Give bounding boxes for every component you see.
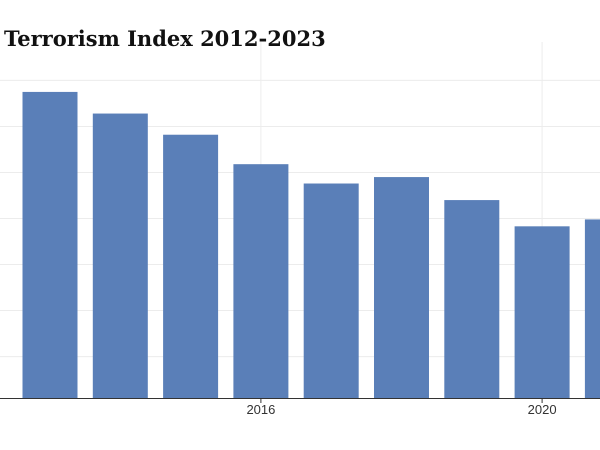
x-tick-label-2020: 2020 bbox=[528, 402, 557, 417]
bar-2017 bbox=[303, 183, 359, 398]
bar-2015 bbox=[163, 134, 219, 399]
gridlines bbox=[0, 42, 600, 398]
x-axis-ticks: 2016 2020 bbox=[246, 398, 557, 417]
bar-2020 bbox=[514, 226, 570, 398]
x-tick-label-2016: 2016 bbox=[246, 402, 275, 417]
bars bbox=[22, 91, 600, 399]
bar-2019 bbox=[444, 200, 500, 398]
bar-2014 bbox=[92, 113, 148, 398]
bar-2013 bbox=[22, 91, 78, 398]
bar-2016 bbox=[233, 164, 289, 398]
bar-2021 bbox=[584, 219, 600, 398]
bar-2018 bbox=[374, 177, 429, 398]
chart-title: Terrorism Index 2012-2023 bbox=[4, 26, 326, 51]
